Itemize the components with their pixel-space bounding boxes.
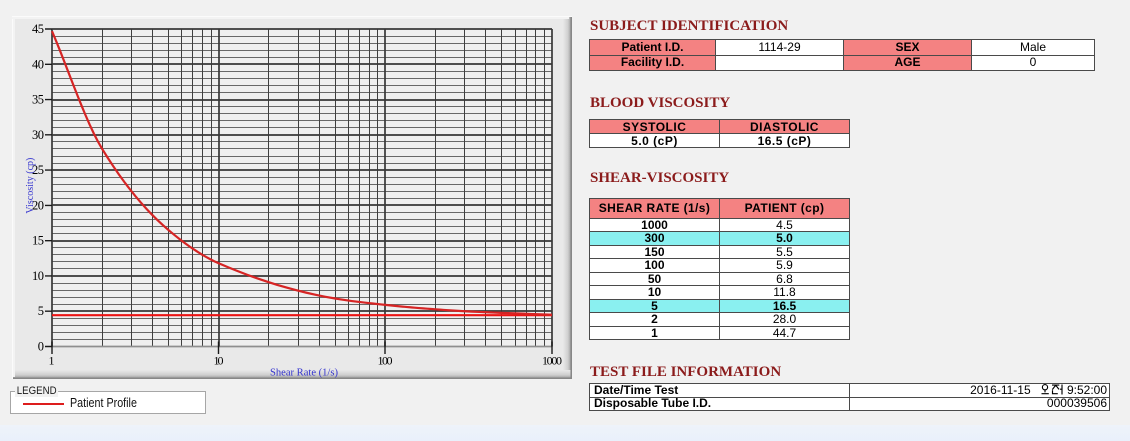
svg-text:1000: 1000 xyxy=(542,354,562,368)
svg-text:5: 5 xyxy=(38,304,44,318)
svg-text:1: 1 xyxy=(49,354,55,368)
svg-text:10: 10 xyxy=(32,269,44,283)
svg-text:35: 35 xyxy=(32,93,44,107)
svg-text:30: 30 xyxy=(32,128,44,142)
svg-text:15: 15 xyxy=(32,234,44,248)
svg-text:Viscosity (cp): Viscosity (cp) xyxy=(25,157,36,213)
svg-text:40: 40 xyxy=(32,57,44,71)
svg-text:20: 20 xyxy=(32,198,44,212)
svg-text:45: 45 xyxy=(32,22,44,36)
svg-text:Shear Rate (1/s): Shear Rate (1/s) xyxy=(270,368,338,379)
svg-text:0: 0 xyxy=(38,340,44,354)
svg-text:100: 100 xyxy=(378,354,393,368)
svg-text:10: 10 xyxy=(214,354,224,368)
svg-text:25: 25 xyxy=(32,163,44,177)
